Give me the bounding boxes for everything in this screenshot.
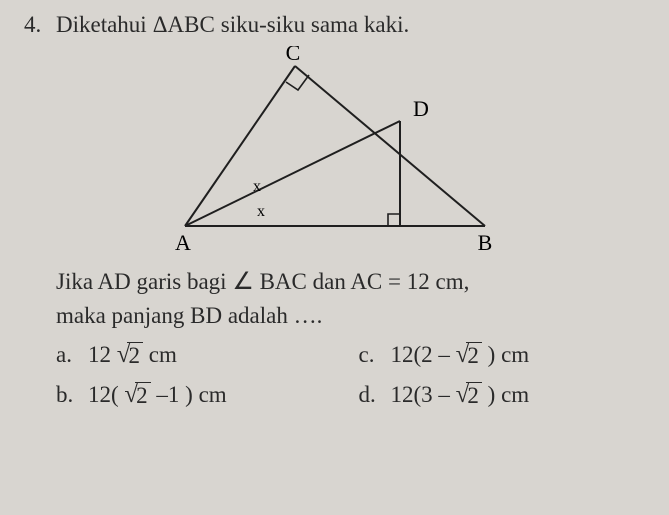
label-b: B — [477, 230, 492, 255]
diagram-container: C D A B x x — [24, 46, 645, 256]
label-c: C — [285, 46, 300, 65]
option-b: b. 12( √ 2 –1 ) cm — [56, 382, 343, 408]
option-d-pre: 12(3 – — [391, 382, 456, 407]
option-c-value: 12(2 – √ 2 ) cm — [391, 342, 530, 368]
triangle-diagram: C D A B x x — [145, 46, 525, 256]
label-a: A — [175, 230, 191, 255]
options-grid: a. 12 √ 2 cm c. 12(2 – √ 2 ) cm b. 12( √ — [56, 342, 645, 409]
question-text: Jika AD garis bagi ∠ BAC dan AC = 12 cm,… — [56, 266, 645, 332]
option-c-post: ) cm — [488, 342, 530, 367]
triangle-label: ΔABC — [153, 12, 215, 38]
option-d-value: 12(3 – √ 2 ) cm — [391, 382, 530, 408]
option-d-post: ) cm — [488, 382, 530, 407]
option-b-post: ) cm — [185, 382, 227, 407]
option-d-label: d. — [359, 382, 381, 408]
sqrt-arg: 2 — [466, 382, 482, 408]
sqrt-arg: 2 — [466, 342, 482, 368]
option-a-label: a. — [56, 342, 78, 368]
sqrt-icon: √ 2 — [456, 382, 482, 408]
q-line2: maka panjang BD adalah …. — [56, 303, 322, 328]
angle-icon: ∠ — [232, 269, 254, 295]
label-d: D — [413, 96, 429, 121]
line-ad — [185, 121, 400, 226]
side-ac — [185, 66, 295, 226]
intro-post: siku-siku sama kaki. — [221, 12, 409, 38]
problem-header: 4. Diketahui ΔABC siku-siku sama kaki. — [24, 12, 645, 38]
q-line1-pre: Jika AD garis bagi — [56, 269, 232, 294]
label-x-lower: x — [257, 203, 265, 220]
option-c: c. 12(2 – √ 2 ) cm — [359, 342, 646, 368]
right-angle-c — [286, 75, 309, 90]
option-b-label: b. — [56, 382, 78, 408]
option-b-value: 12( √ 2 –1 ) cm — [88, 382, 227, 408]
sqrt-icon: √ 2 — [124, 382, 150, 408]
q-line1-mid: dan AC = 12 cm, — [313, 269, 470, 294]
right-angle-foot — [388, 214, 400, 226]
problem-number: 4. — [24, 12, 50, 38]
triangle-lines — [185, 66, 485, 226]
option-c-pre: 12(2 – — [391, 342, 456, 367]
option-b-pre: 12( — [88, 382, 119, 407]
angle-text: BAC — [260, 269, 307, 294]
side-bc — [295, 66, 485, 226]
option-a-pre: 12 — [88, 342, 111, 367]
option-b-mid: –1 — [156, 382, 179, 407]
intro-pre: Diketahui — [56, 12, 147, 38]
label-x-upper: x — [253, 178, 261, 195]
option-a-post: cm — [149, 342, 177, 367]
sqrt-icon: √ 2 — [456, 342, 482, 368]
option-a-value: 12 √ 2 cm — [88, 342, 177, 368]
option-d: d. 12(3 – √ 2 ) cm — [359, 382, 646, 408]
sqrt-icon: √ 2 — [117, 342, 143, 368]
option-c-label: c. — [359, 342, 381, 368]
sqrt-arg: 2 — [127, 342, 143, 368]
option-a: a. 12 √ 2 cm — [56, 342, 343, 368]
sqrt-arg: 2 — [135, 382, 151, 408]
